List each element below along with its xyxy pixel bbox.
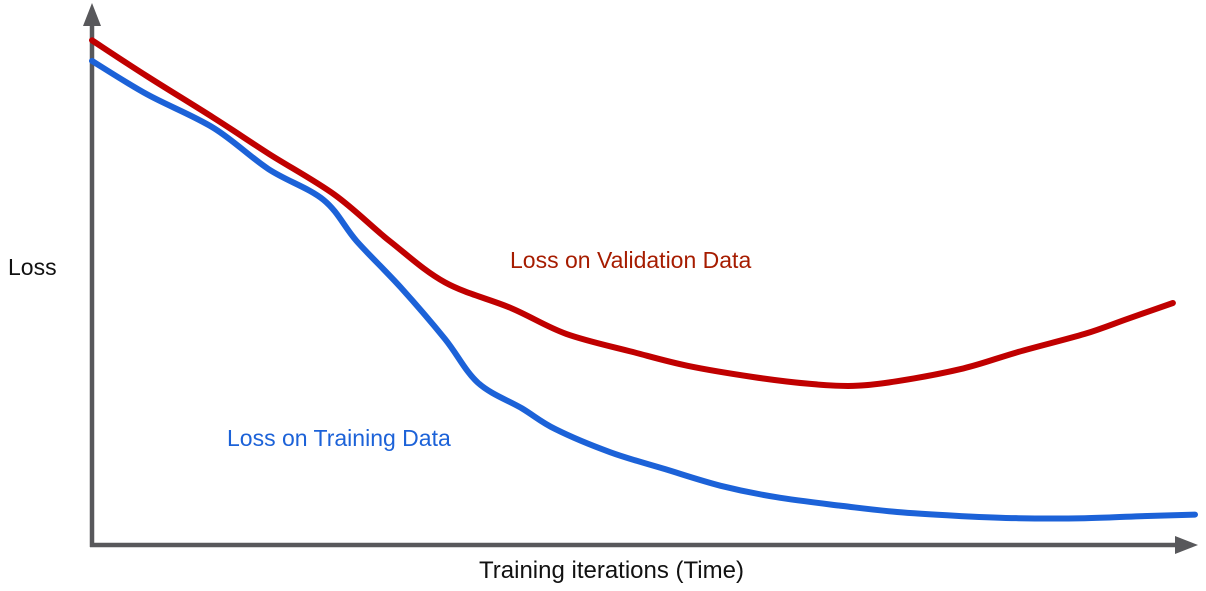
- training-series-line: [89, 57, 1198, 522]
- x-axis-arrow-icon: [1175, 536, 1198, 554]
- series-layer: [89, 37, 1198, 522]
- y-axis-arrow-icon: [83, 3, 101, 26]
- training-series-label: Loss on Training Data: [227, 425, 451, 451]
- validation-series-label: Loss on Validation Data: [510, 247, 752, 273]
- y-axis-label: Loss: [8, 254, 57, 280]
- validation-series-line: [89, 37, 1176, 389]
- x-axis-label: Training iterations (Time): [479, 557, 744, 584]
